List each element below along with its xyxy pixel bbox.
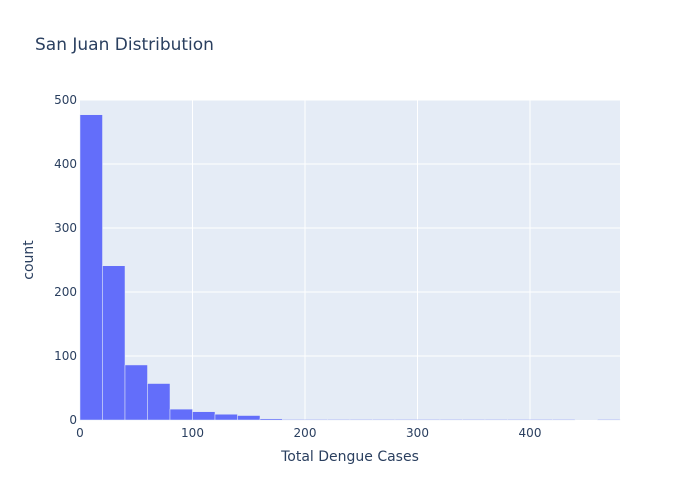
histogram-bar: [169, 408, 193, 421]
bars: [79, 114, 621, 421]
histogram-bar: [349, 419, 373, 421]
histogram-bar: [282, 419, 306, 421]
gridlines: [80, 99, 620, 420]
x-tick-label: 0: [76, 426, 84, 440]
histogram-bar: [327, 419, 351, 421]
histogram-bar: [507, 419, 531, 421]
y-axis-ticks: 0 100 200 300 400 500: [54, 93, 77, 427]
histogram-bar: [529, 419, 553, 421]
y-tick-label: 0: [69, 413, 77, 427]
y-tick-label: 400: [54, 157, 77, 171]
x-tick-label: 100: [181, 426, 204, 440]
histogram-bar: [304, 419, 328, 421]
plot-area: [80, 100, 620, 420]
x-tick-label: 300: [406, 426, 429, 440]
y-axis-title: count: [21, 240, 37, 280]
y-tick-label: 300: [54, 221, 77, 235]
histogram-bar: [597, 419, 621, 421]
y-tick-label: 100: [54, 349, 77, 363]
histogram-bar: [102, 265, 126, 421]
histogram-bar: [192, 411, 216, 421]
histogram-bar: [462, 419, 486, 421]
histogram-bar: [79, 114, 103, 421]
x-axis-ticks: 0 100 200 300 400: [76, 426, 541, 440]
histogram-bar: [237, 415, 261, 421]
histogram-bar: [439, 419, 463, 421]
x-tick-label: 200: [294, 426, 317, 440]
x-axis-title: Total Dengue Cases: [280, 449, 419, 465]
histogram-bar: [417, 419, 441, 421]
y-tick-label: 200: [54, 285, 77, 299]
histogram-bar: [394, 419, 418, 421]
histogram-bar: [484, 419, 508, 421]
histogram-bar: [147, 383, 171, 421]
histogram-bar: [124, 364, 148, 421]
histogram-bar: [372, 419, 396, 421]
chart-title: San Juan Distribution: [35, 35, 214, 55]
histogram-bar: [552, 419, 576, 421]
x-tick-label: 400: [519, 426, 542, 440]
y-tick-label: 500: [54, 93, 77, 107]
histogram-bar: [214, 413, 238, 421]
histogram-bar: [259, 418, 283, 421]
